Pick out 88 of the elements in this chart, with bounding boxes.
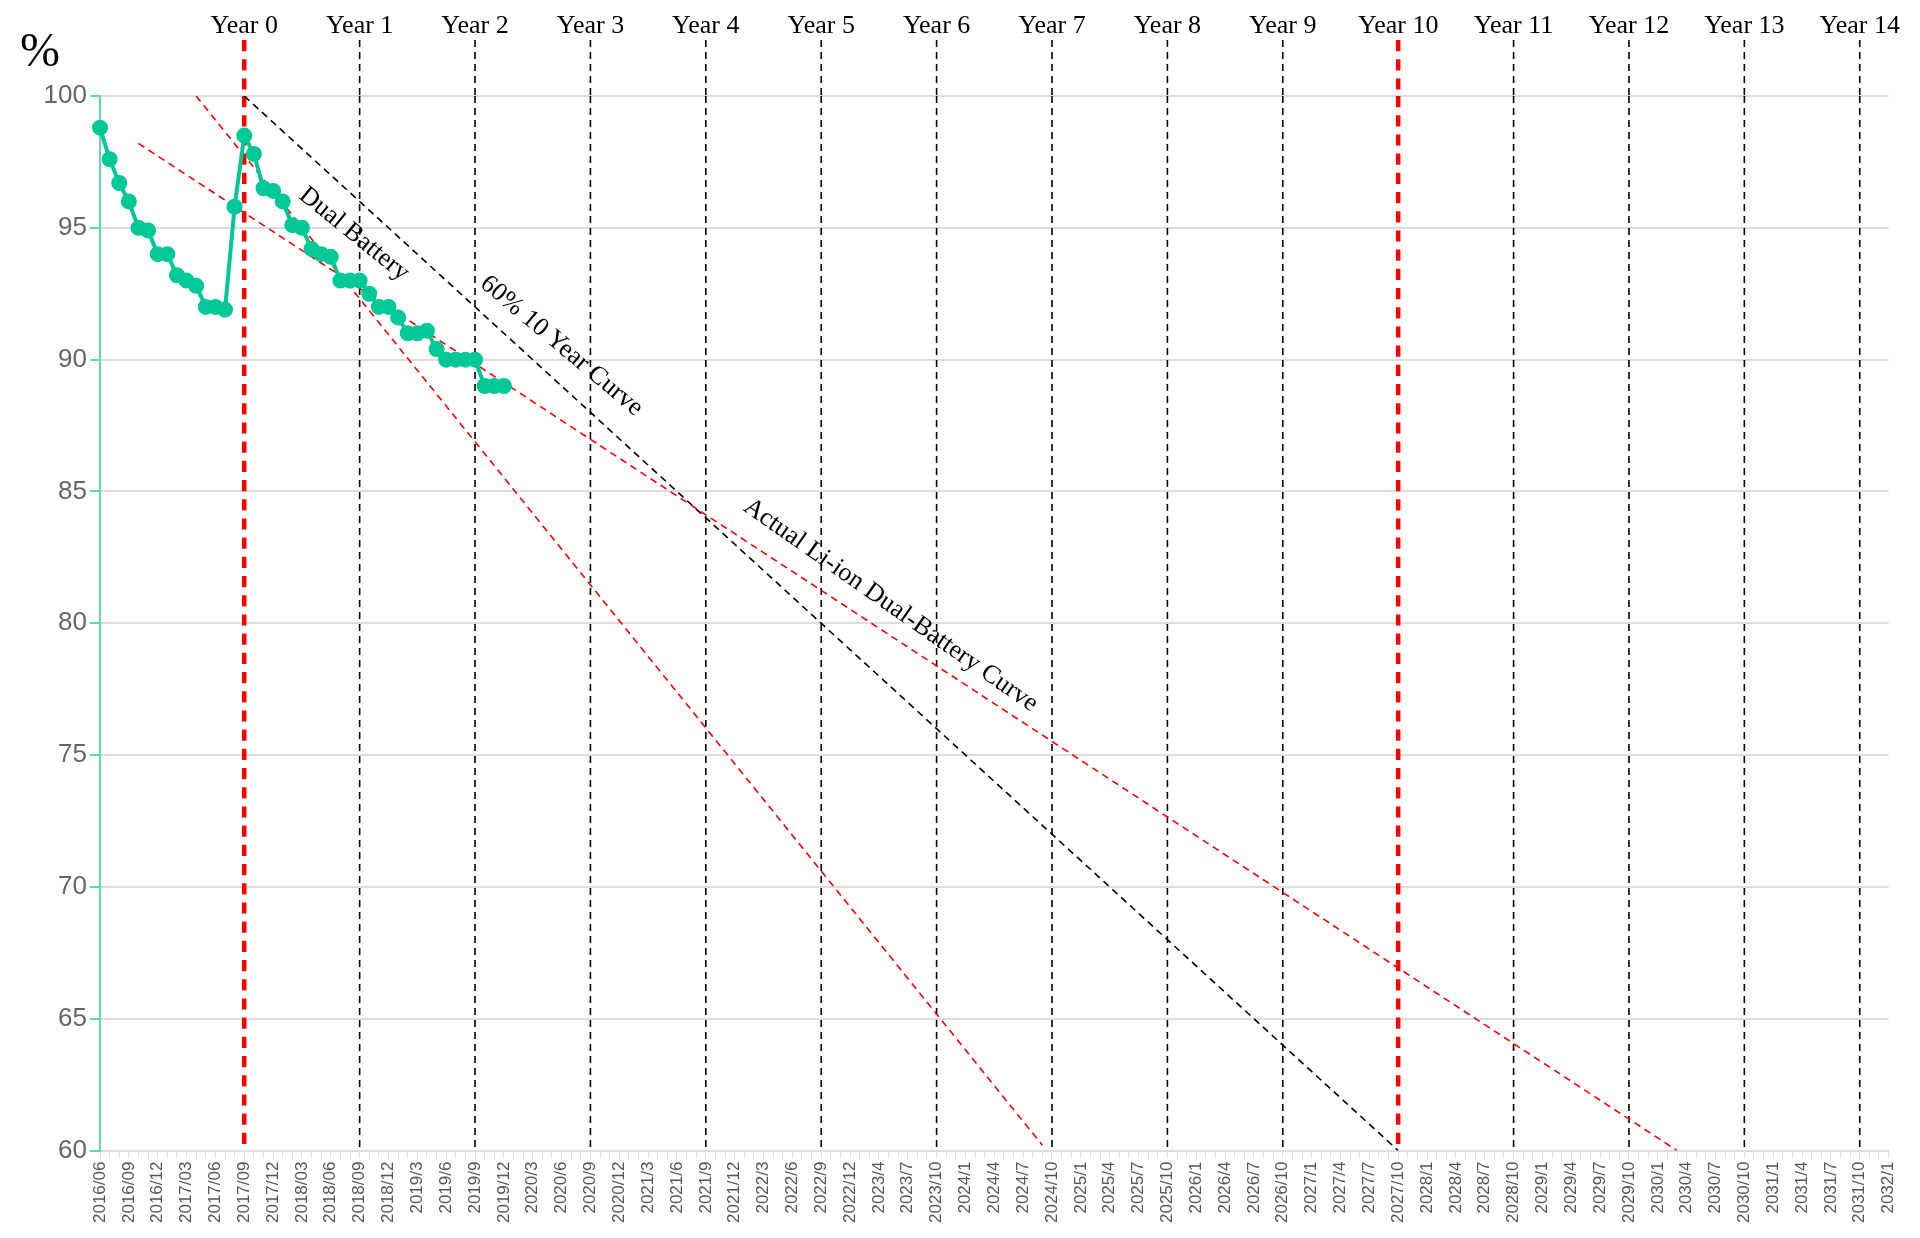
x-tick-label: 2016/09: [118, 1161, 138, 1223]
y-axis-title: %: [20, 23, 60, 76]
x-tick-label: 2019/9: [464, 1161, 484, 1214]
x-tick-label: 2021/12: [724, 1161, 744, 1223]
x-tick-label: 2025/1: [1070, 1161, 1090, 1214]
ref-line-label: Year 4: [672, 9, 740, 39]
y-tick-label: 85: [58, 474, 87, 505]
x-tick-label: 2018/06: [320, 1161, 340, 1223]
x-tick-label: 2022/3: [753, 1161, 773, 1214]
x-tick-label: 2024/1: [955, 1161, 975, 1214]
x-tick-label: 2027/4: [1330, 1161, 1350, 1214]
x-tick-label: 2026/10: [1272, 1161, 1292, 1223]
x-tick-label: 2025/10: [1157, 1161, 1177, 1223]
ref-line-label: Year 9: [1249, 9, 1317, 39]
x-tick-label: 2026/4: [1214, 1161, 1234, 1214]
x-tick-label: 2024/10: [1041, 1161, 1061, 1223]
x-tick-label: 2029/4: [1560, 1161, 1580, 1214]
x-tick-label: 2031/10: [1849, 1161, 1869, 1223]
x-tick-label: 2018/09: [349, 1161, 369, 1223]
ref-line-label: Year 3: [556, 9, 625, 39]
x-tick-label: 2017/09: [233, 1161, 253, 1223]
x-tick-label: 2031/4: [1791, 1161, 1811, 1214]
x-tick-label: 2030/4: [1676, 1161, 1696, 1214]
x-tick-label: 2016/06: [89, 1161, 109, 1223]
ref-line-label: Year 2: [441, 9, 509, 39]
x-tick-label: 2021/9: [695, 1161, 715, 1214]
x-tick-label: 2027/7: [1359, 1161, 1379, 1214]
x-tick-label: 2017/06: [205, 1161, 225, 1223]
x-tick-label: 2022/9: [810, 1161, 830, 1214]
x-tick-label: 2028/4: [1445, 1161, 1465, 1214]
ref-line-label: Year 0: [210, 9, 278, 39]
y-tick-label: 75: [58, 738, 87, 769]
x-tick-label: 2020/3: [522, 1161, 542, 1214]
x-tick-label: 2025/4: [1099, 1161, 1119, 1214]
x-tick-label: 2018/12: [378, 1161, 398, 1223]
x-tick-label: 2023/4: [868, 1161, 888, 1214]
x-tick-label: 2024/7: [1012, 1161, 1032, 1214]
x-tick-label: 2021/3: [637, 1161, 657, 1214]
x-tick-label: 2029/1: [1532, 1161, 1552, 1214]
x-tick-label: 2028/1: [1416, 1161, 1436, 1214]
x-tick-label: 2022/6: [782, 1161, 802, 1214]
x-tick-label: 2023/7: [897, 1161, 917, 1214]
x-tick-label: 2024/4: [983, 1161, 1003, 1214]
x-tick-label: 2029/7: [1589, 1161, 1609, 1214]
x-tick-label: 2017/12: [262, 1161, 282, 1223]
ref-line-label: Year 13: [1704, 9, 1785, 39]
x-tick-label: 2016/12: [147, 1161, 167, 1223]
x-tick-label: 2032/1: [1878, 1161, 1898, 1214]
ref-line-label: Year 10: [1357, 9, 1439, 39]
y-tick-label: 95: [58, 210, 87, 241]
x-tick-label: 2027/10: [1387, 1161, 1407, 1223]
x-tick-label: 2019/3: [407, 1161, 427, 1214]
ref-line-label: Year 11: [1473, 9, 1554, 39]
ref-line-label: Year 5: [787, 9, 855, 39]
ref-line-label: Year 7: [1018, 9, 1086, 39]
x-tick-label: 2022/12: [839, 1161, 859, 1223]
x-tick-label: 2030/7: [1705, 1161, 1725, 1214]
x-tick-label: 2020/6: [551, 1161, 571, 1214]
ref-line-label: Year 6: [902, 9, 971, 39]
x-tick-label: 2023/10: [926, 1161, 946, 1223]
ref-line-label: Year 8: [1133, 9, 1202, 39]
ref-line-label: Year 14: [1819, 9, 1900, 39]
y-tick-label: 100: [43, 79, 87, 110]
x-tick-label: 2030/10: [1734, 1161, 1754, 1223]
x-tick-label: 2018/03: [291, 1161, 311, 1223]
x-tick-label: 2028/7: [1474, 1161, 1494, 1214]
y-tick-label: 80: [58, 606, 87, 637]
y-tick-label: 65: [58, 1001, 87, 1032]
x-tick-label: 2026/7: [1243, 1161, 1263, 1214]
y-tick-label: 70: [58, 870, 87, 901]
x-tick-label: 2025/7: [1128, 1161, 1148, 1214]
x-tick-label: 2026/1: [1185, 1161, 1205, 1214]
x-tick-label: 2027/1: [1301, 1161, 1321, 1214]
x-tick-label: 2031/1: [1762, 1161, 1782, 1214]
y-tick-label: 90: [58, 342, 87, 373]
x-tick-label: 2020/12: [608, 1161, 628, 1223]
x-tick-label: 2029/10: [1618, 1161, 1638, 1223]
x-tick-label: 2017/03: [176, 1161, 196, 1223]
x-tick-label: 2021/6: [666, 1161, 686, 1214]
x-tick-label: 2020/9: [580, 1161, 600, 1214]
x-tick-label: 2030/1: [1647, 1161, 1667, 1214]
ref-line-label: Year 1: [325, 9, 394, 39]
ref-line-label: Year 12: [1588, 9, 1670, 39]
x-tick-label: 2019/6: [435, 1161, 455, 1214]
x-tick-label: 2028/10: [1503, 1161, 1523, 1223]
x-tick-label: 2031/7: [1820, 1161, 1840, 1214]
x-tick-label: 2019/12: [493, 1161, 513, 1223]
y-tick-label: 60: [58, 1133, 87, 1164]
